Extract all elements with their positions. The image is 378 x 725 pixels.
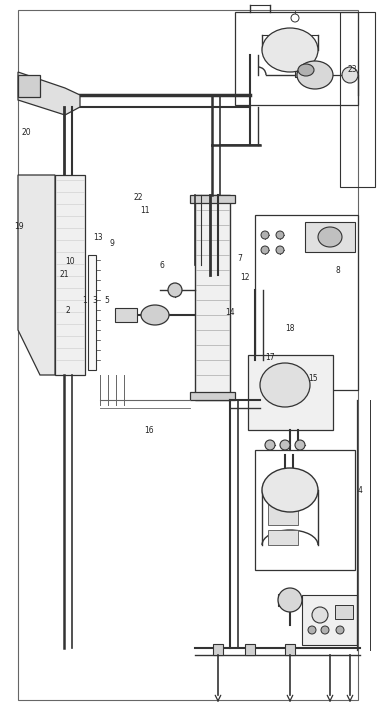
Text: 18: 18 [285,323,294,333]
Polygon shape [18,72,80,115]
Bar [255,450,355,570]
Text: 1: 1 [82,296,87,304]
Circle shape [261,231,269,239]
Bar [295,63,317,77]
Bar [340,12,375,187]
Polygon shape [18,175,55,375]
Bar [18,75,40,97]
Bar [18,10,358,700]
Bar [190,195,235,203]
Text: 23: 23 [348,65,358,73]
Ellipse shape [260,363,310,407]
Bar [268,530,298,545]
Text: 9: 9 [109,239,114,247]
Circle shape [291,14,299,22]
Circle shape [336,626,344,634]
Text: 12: 12 [240,273,249,281]
Circle shape [280,440,290,450]
Text: 19: 19 [14,222,23,231]
Text: 13: 13 [93,233,102,241]
Text: 6: 6 [160,260,165,270]
Circle shape [168,283,182,297]
Text: 5: 5 [104,296,109,304]
Ellipse shape [297,61,333,89]
Text: 4: 4 [358,486,363,494]
Circle shape [312,607,328,623]
Circle shape [321,626,329,634]
Bar [235,12,358,105]
Text: 8: 8 [335,265,340,275]
Circle shape [265,440,275,450]
Text: 21: 21 [59,270,68,278]
Ellipse shape [262,28,318,72]
Circle shape [342,67,358,83]
Bar [248,355,333,430]
Bar [255,215,358,390]
Bar [278,594,290,606]
Circle shape [308,626,316,634]
Bar [190,392,235,400]
Bar [335,605,353,619]
Bar [302,595,357,645]
Text: 2: 2 [66,305,71,315]
Bar [149,310,157,320]
Text: 10: 10 [65,257,74,265]
Bar [268,500,298,525]
Bar [115,308,137,322]
Bar [285,644,295,655]
Text: 15: 15 [308,373,318,383]
Circle shape [295,440,305,450]
Text: 11: 11 [140,205,150,215]
Text: 14: 14 [225,307,235,317]
Text: 17: 17 [265,352,275,362]
Circle shape [276,231,284,239]
Bar [55,175,85,375]
Bar [195,195,230,400]
Bar [305,222,355,252]
Bar [213,644,223,655]
Text: 20: 20 [22,128,32,136]
Circle shape [276,246,284,254]
Circle shape [261,246,269,254]
Ellipse shape [298,64,314,76]
Ellipse shape [141,305,169,325]
Bar [245,644,255,655]
Text: 3: 3 [92,296,97,304]
Circle shape [278,588,302,612]
Text: 16: 16 [144,426,153,434]
Text: 7: 7 [237,254,242,262]
Ellipse shape [262,468,318,512]
Text: 22: 22 [133,193,143,202]
Ellipse shape [318,227,342,247]
Bar [88,255,96,370]
